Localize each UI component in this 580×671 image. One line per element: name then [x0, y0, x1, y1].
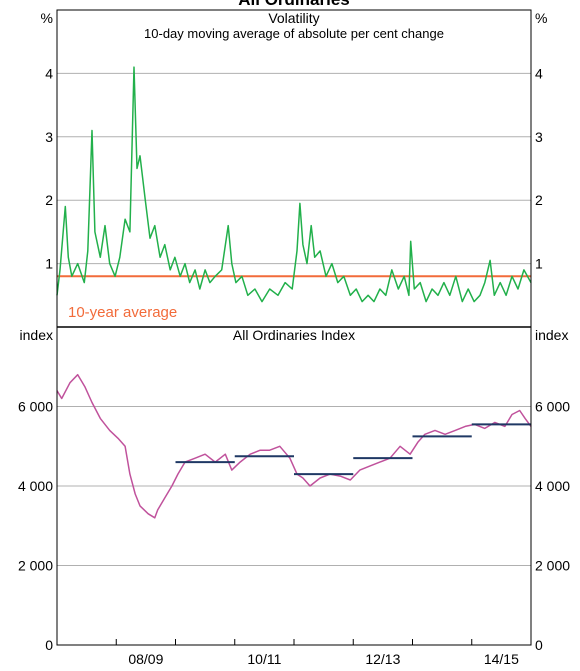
x-tick-label: 12/13	[365, 651, 400, 666]
average-label: 10-year average	[68, 304, 177, 321]
chart-title: All Ordinaries	[238, 0, 349, 9]
y-tick-label-right: 3	[535, 129, 543, 145]
panel-title: All Ordinaries Index	[233, 327, 355, 343]
x-tick-label: 14/15	[484, 651, 519, 666]
y-tick-label: 1	[45, 256, 53, 272]
y-unit: %	[41, 10, 53, 26]
y-tick-label-right: 4	[535, 65, 543, 81]
y-unit-right: %	[535, 10, 547, 26]
y-tick-label: 4 000	[18, 478, 53, 494]
y-tick-label: 6 000	[18, 399, 53, 415]
y-tick-label: 4	[45, 65, 53, 81]
panel-subtitle: 10-day moving average of absolute per ce…	[144, 26, 444, 41]
y-unit: index	[20, 327, 53, 343]
y-tick-label-right: 6 000	[535, 399, 570, 415]
y-tick-label: 2	[45, 192, 53, 208]
y-tick-label: 0	[45, 637, 53, 653]
series-line	[56, 373, 532, 519]
y-tick-label-right: 2 000	[535, 558, 570, 574]
y-tick-label-right: 4 000	[535, 478, 570, 494]
y-tick-label: 3	[45, 129, 53, 145]
y-tick-label-right: 1	[535, 256, 543, 272]
series-line	[56, 66, 532, 303]
x-tick-label: 10/11	[247, 651, 281, 666]
x-tick-label: 08/09	[128, 651, 163, 666]
y-tick-label: 2 000	[18, 558, 53, 574]
y-tick-label-right: 0	[535, 637, 543, 653]
y-unit-right: index	[535, 327, 568, 343]
panel-title: Volatility	[268, 10, 319, 26]
y-tick-label-right: 2	[535, 192, 543, 208]
